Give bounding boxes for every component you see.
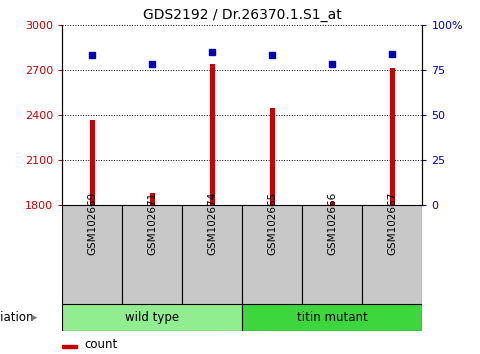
Text: GSM102667: GSM102667 <box>387 192 397 255</box>
Title: GDS2192 / Dr.26370.1.S1_at: GDS2192 / Dr.26370.1.S1_at <box>143 8 342 22</box>
Text: titin mutant: titin mutant <box>297 311 368 324</box>
Bar <box>362 205 422 304</box>
Text: GSM102665: GSM102665 <box>267 192 277 255</box>
Bar <box>62 304 242 331</box>
Text: GSM102674: GSM102674 <box>207 192 217 255</box>
Bar <box>122 205 182 304</box>
Bar <box>242 304 422 331</box>
Text: GSM102669: GSM102669 <box>87 192 97 255</box>
Bar <box>62 345 77 348</box>
Bar <box>270 108 275 205</box>
Bar <box>62 205 122 304</box>
Text: genotype/variation: genotype/variation <box>0 311 35 324</box>
Bar <box>210 64 215 205</box>
Bar <box>150 193 155 205</box>
Bar <box>90 120 95 205</box>
Text: wild type: wild type <box>125 311 180 324</box>
Text: GSM102666: GSM102666 <box>327 192 337 255</box>
Bar <box>390 68 395 205</box>
Bar <box>302 205 362 304</box>
Text: count: count <box>84 338 117 351</box>
Text: GSM102671: GSM102671 <box>147 192 157 255</box>
Bar <box>242 205 302 304</box>
Bar <box>330 202 335 205</box>
Bar <box>182 205 242 304</box>
